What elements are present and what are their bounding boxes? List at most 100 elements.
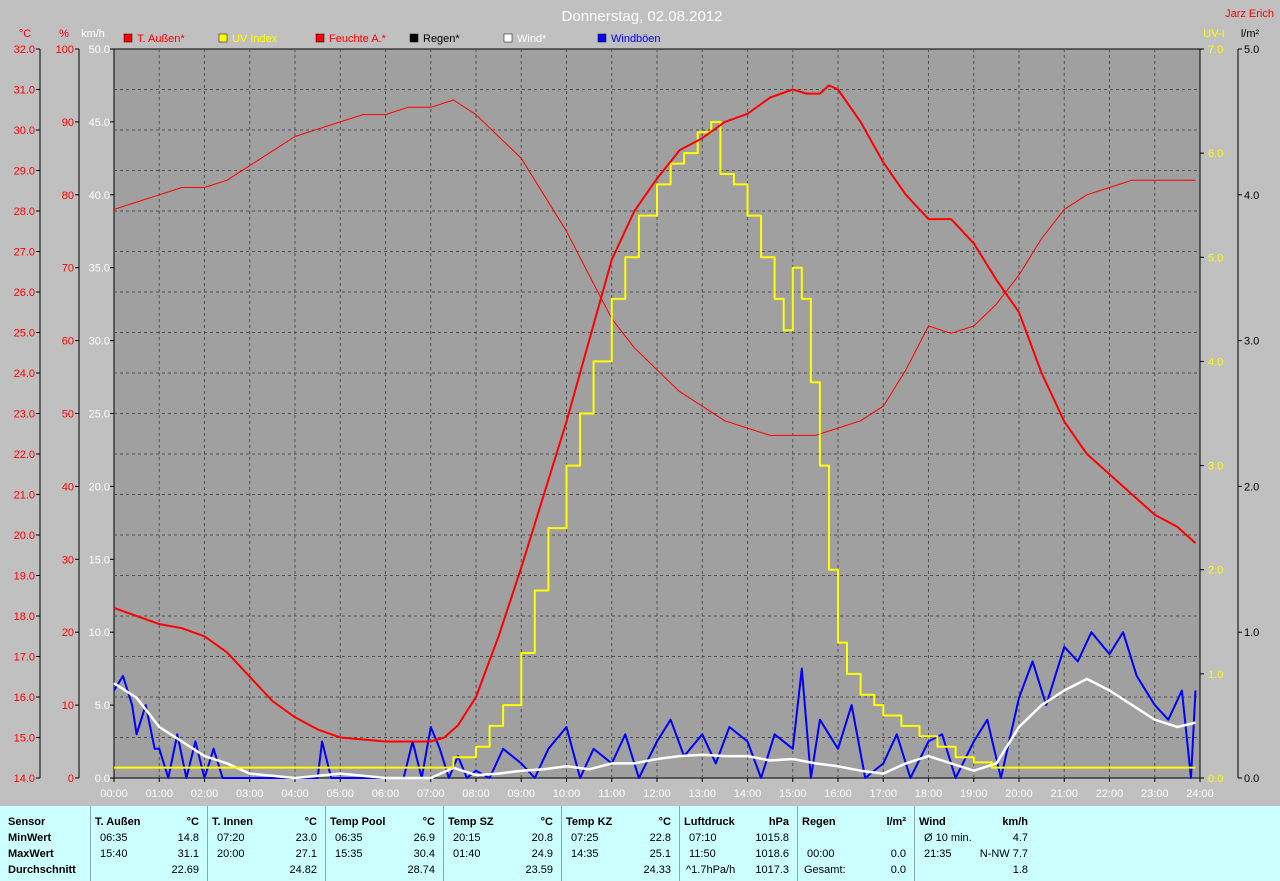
legend-label-0: T. Außen* bbox=[137, 33, 185, 45]
series-lines bbox=[113, 84, 1197, 780]
x-tick-label-15: 15:00 bbox=[779, 788, 807, 800]
humidity-tick-label-2: 80 bbox=[62, 190, 74, 202]
stats-unit: °C bbox=[186, 816, 199, 828]
x-tick-label-14: 14:00 bbox=[734, 788, 762, 800]
grid-lines bbox=[114, 49, 1200, 778]
stats-block-6: Regen l/m² 00:00 0.0 Gesamt: 0.0 bbox=[797, 806, 912, 881]
rain-tick-label-3: 2.0 bbox=[1244, 481, 1259, 493]
temp-tick-label-0: 32.0 bbox=[14, 44, 35, 56]
axes: 32.0 31.0 30.0 29.0 28.0 27.0 26.0 25.0 24.0 23.0… bbox=[14, 44, 1260, 800]
uv-axis-unit: UV-I bbox=[1203, 28, 1224, 40]
stats-max-time: 11:50 bbox=[689, 848, 716, 860]
x-tick-label-17: 17:00 bbox=[869, 788, 897, 800]
stats-max-time: 15:40 bbox=[100, 848, 128, 860]
x-tick-label-3: 03:00 bbox=[236, 788, 264, 800]
x-tick-label-22: 22:00 bbox=[1096, 788, 1124, 800]
x-tick-label-8: 08:00 bbox=[462, 788, 490, 800]
stats-max-value: 1018.6 bbox=[755, 848, 789, 860]
stats-min-value: 14.8 bbox=[177, 832, 199, 844]
wind-tick-label-10: 0.0 bbox=[95, 773, 110, 785]
uv-tick-label-1: 6.0 bbox=[1208, 148, 1223, 160]
stats-separator-5 bbox=[679, 806, 680, 881]
stats-title: T. Außen bbox=[95, 816, 141, 828]
x-tick-label-24: 24:00 bbox=[1186, 788, 1214, 800]
temp-tick-label-7: 25.0 bbox=[14, 328, 35, 340]
rain-axis-unit: l/m² bbox=[1241, 28, 1260, 40]
legend-swatch-1 bbox=[218, 33, 228, 43]
temp-tick-label-5: 27.0 bbox=[14, 247, 35, 259]
legend-label-2: Feuchte A.* bbox=[329, 33, 387, 45]
rain-tick-label-2: 3.0 bbox=[1244, 336, 1259, 348]
stats-min-time: 06:35 bbox=[335, 832, 363, 844]
stats-separator-3 bbox=[443, 806, 444, 881]
humidity-tick-label-1: 90 bbox=[62, 117, 74, 129]
stats-unit: hPa bbox=[768, 816, 789, 828]
rain-tick-label-5: 0.0 bbox=[1244, 773, 1259, 785]
stats-unit: °C bbox=[540, 816, 553, 828]
stats-avg-value: 1017.3 bbox=[755, 864, 789, 876]
x-tick-label-0: 00:00 bbox=[100, 788, 128, 800]
humidity-tick-label-7: 30 bbox=[62, 554, 74, 566]
temp-tick-label-1: 31.0 bbox=[14, 85, 35, 97]
temp-tick-label-17: 15.0 bbox=[14, 733, 35, 745]
humidity-tick-label-4: 60 bbox=[62, 336, 74, 348]
temp-tick-label-11: 21.0 bbox=[14, 490, 35, 502]
uv-tick-label-3: 4.0 bbox=[1208, 356, 1223, 368]
stats-block-7: Wind km/h Ø 10 min. 4.7 21:35 N-NW 7.7 1.8 bbox=[914, 806, 1034, 881]
series-wind bbox=[113, 677, 1196, 780]
x-tick-label-19: 19:00 bbox=[960, 788, 988, 800]
legend-label-5: Windböen bbox=[611, 33, 661, 45]
rain-tick-label-4: 1.0 bbox=[1244, 627, 1259, 639]
stats-block-1: T. Innen °C 07:20 23.0 20:00 27.1 24.82 bbox=[207, 806, 323, 881]
wind-tick-label-3: 35.0 bbox=[89, 263, 110, 275]
x-tick-label-2: 02:00 bbox=[191, 788, 219, 800]
x-tick-label-1: 01:00 bbox=[145, 788, 173, 800]
x-tick-label-18: 18:00 bbox=[915, 788, 943, 800]
stats-title: Temp Pool bbox=[330, 816, 386, 828]
stats-avg-value: 28.74 bbox=[407, 864, 435, 876]
series-feuchte-a bbox=[113, 99, 1196, 436]
rain-tick-label-1: 4.0 bbox=[1244, 190, 1259, 202]
stats-max-value: 24.9 bbox=[531, 848, 553, 860]
stats-max-time: 15:35 bbox=[335, 848, 363, 860]
legend-swatch-3 bbox=[409, 33, 419, 43]
x-tick-label-4: 04:00 bbox=[281, 788, 309, 800]
uv-tick-label-2: 5.0 bbox=[1208, 252, 1223, 264]
stats-block-2: Temp Pool °C 06:35 26.9 15:35 30.4 28.74 bbox=[325, 806, 441, 881]
stats-block-0: T. Außen °C 06:35 14.8 15:40 31.1 22.69 bbox=[90, 806, 205, 881]
series-t-au-en bbox=[113, 84, 1197, 743]
temp-tick-label-2: 30.0 bbox=[14, 125, 35, 137]
temp-axis-unit: °C bbox=[19, 28, 31, 40]
uv-tick-label-6: 1.0 bbox=[1208, 669, 1223, 681]
row-label-avg: Durchschnitt bbox=[8, 864, 76, 876]
stats-separator-6 bbox=[797, 806, 798, 881]
x-tick-label-23: 23:00 bbox=[1141, 788, 1169, 800]
temp-tick-label-16: 16.0 bbox=[14, 692, 35, 704]
stats-row-labels: Sensor MinWert MaxWert Durchschnitt bbox=[0, 806, 90, 881]
stats-separator-4 bbox=[561, 806, 562, 881]
chart-legend: T. Außen* UV Index Feuchte A.* Regen* Wind* W… bbox=[123, 33, 661, 45]
stats-separator-7 bbox=[914, 806, 915, 881]
humidity-tick-label-9: 10 bbox=[62, 700, 74, 712]
chart-title: Donnerstag, 02.08.2012 bbox=[562, 8, 723, 25]
stats-table: Sensor MinWert MaxWert Durchschnitt T. A… bbox=[0, 806, 1280, 881]
stats-max-value: 30.4 bbox=[413, 848, 435, 860]
row-label-min: MinWert bbox=[8, 832, 52, 844]
stats-unit: °C bbox=[304, 816, 317, 828]
legend-swatch-4 bbox=[503, 33, 513, 43]
stats-max-value: 25.1 bbox=[649, 848, 671, 860]
stats-max-time: 20:00 bbox=[217, 848, 245, 860]
stats-max-time: 21:35 bbox=[924, 848, 952, 860]
temp-tick-label-9: 23.0 bbox=[14, 409, 35, 421]
stats-max-value: 27.1 bbox=[295, 848, 317, 860]
x-tick-label-12: 12:00 bbox=[643, 788, 671, 800]
stats-avg-label: ^1.7hPa/h bbox=[686, 864, 736, 876]
x-tick-label-13: 13:00 bbox=[688, 788, 716, 800]
uv-tick-label-4: 3.0 bbox=[1208, 461, 1223, 473]
stats-block-4: Temp KZ °C 07:25 22.8 14:35 25.1 24.33 bbox=[561, 806, 677, 881]
temp-tick-label-6: 26.0 bbox=[14, 287, 35, 299]
temp-tick-label-10: 22.0 bbox=[14, 449, 35, 461]
stats-min-time: 07:10 bbox=[689, 832, 717, 844]
stats-separator-0 bbox=[90, 806, 91, 881]
stats-avg-value: 24.33 bbox=[643, 864, 671, 876]
